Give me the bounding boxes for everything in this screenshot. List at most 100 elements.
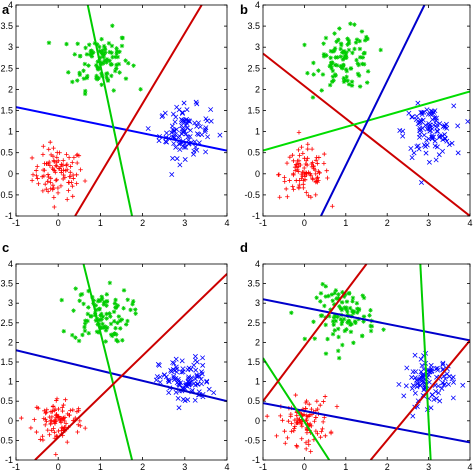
data-point <box>41 173 47 179</box>
data-point <box>304 158 309 163</box>
data-point <box>421 132 427 138</box>
data-point <box>301 182 306 187</box>
data-point <box>70 79 75 85</box>
data-point <box>60 408 65 414</box>
data-point <box>40 437 46 443</box>
data-point <box>53 170 58 175</box>
data-point <box>64 167 70 172</box>
data-point <box>302 165 307 171</box>
data-point <box>318 434 323 440</box>
data-point <box>155 361 161 367</box>
data-point <box>63 421 69 426</box>
data-point <box>104 60 109 65</box>
data-point <box>290 152 295 158</box>
data-point <box>70 183 75 189</box>
data-point <box>342 328 348 334</box>
data-point <box>313 171 318 177</box>
data-point <box>29 155 35 161</box>
data-point <box>67 412 72 418</box>
data-point <box>412 375 418 381</box>
data-point <box>302 177 308 182</box>
data-point <box>46 40 52 46</box>
data-point <box>93 303 99 308</box>
data-point <box>444 371 450 377</box>
data-point <box>76 338 82 344</box>
x-tick-label: -1 <box>12 218 20 228</box>
data-point <box>194 359 200 365</box>
data-point <box>302 336 308 342</box>
data-point <box>104 75 109 80</box>
data-point <box>183 131 189 137</box>
data-point <box>412 390 418 396</box>
data-point <box>41 144 46 149</box>
data-point <box>460 382 466 388</box>
data-point <box>351 340 356 346</box>
data-point <box>78 167 83 172</box>
data-point <box>170 155 176 161</box>
data-point <box>309 423 314 429</box>
data-point <box>341 76 346 81</box>
y-tick-label: 0 <box>255 169 260 179</box>
data-point <box>49 414 55 420</box>
data-point <box>465 119 470 125</box>
data-point <box>131 299 136 304</box>
data-point <box>277 195 282 200</box>
data-point <box>304 427 310 433</box>
data-point <box>396 381 402 387</box>
y-tick-label: 1.5 <box>247 357 260 367</box>
y-tick-label: 2 <box>255 84 260 94</box>
data-point <box>401 393 407 399</box>
data-point <box>303 440 309 445</box>
data-point <box>194 131 200 137</box>
data-point <box>422 122 428 128</box>
data-point <box>327 63 332 69</box>
data-point <box>283 186 289 192</box>
x-tick-label: 1 <box>98 462 103 472</box>
data-point <box>354 57 359 63</box>
data-point <box>164 139 170 145</box>
data-point <box>203 149 209 155</box>
data-point <box>94 73 99 79</box>
data-point <box>414 144 420 150</box>
data-point <box>303 161 309 167</box>
data-point <box>101 325 106 330</box>
data-point <box>291 428 297 433</box>
x-tick-label: 3 <box>426 462 431 472</box>
data-point <box>166 390 172 396</box>
data-point <box>321 161 327 166</box>
data-point <box>339 65 345 70</box>
data-point <box>68 170 73 175</box>
data-point <box>87 42 92 47</box>
y-tick-label: 3.5 <box>247 21 260 31</box>
data-point <box>97 317 102 323</box>
data-point <box>98 298 103 303</box>
data-point <box>172 119 178 125</box>
x-tick-label: -1 <box>259 218 267 228</box>
data-point <box>173 356 179 362</box>
data-point <box>88 52 93 57</box>
data-point <box>297 182 302 188</box>
data-point <box>360 55 366 60</box>
data-point <box>61 158 66 163</box>
data-point <box>319 88 324 93</box>
data-point <box>182 157 188 162</box>
panel-letter-d: d <box>240 240 248 255</box>
data-point <box>319 313 325 318</box>
data-point <box>180 143 186 149</box>
y-tick-label: 1.5 <box>0 357 13 367</box>
data-point <box>171 377 177 383</box>
y-tick-label: 0.5 <box>247 148 260 158</box>
data-point <box>78 423 83 429</box>
data-point <box>103 339 108 344</box>
data-point <box>332 290 337 296</box>
data-point <box>82 91 88 97</box>
data-point <box>406 110 412 116</box>
data-point <box>171 141 177 147</box>
data-point <box>353 40 359 45</box>
data-point <box>104 303 109 308</box>
data-point <box>77 72 83 78</box>
data-point <box>333 318 339 324</box>
y-tick-label: 1 <box>255 377 260 387</box>
data-point <box>121 288 127 293</box>
data-point <box>344 299 350 304</box>
